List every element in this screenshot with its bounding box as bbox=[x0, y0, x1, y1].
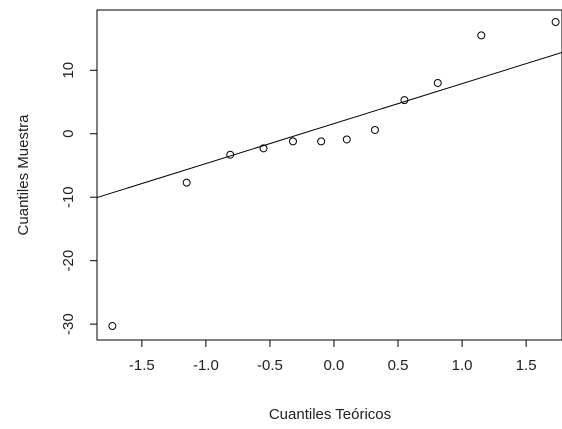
x-axis: -1.5 -1.0 -0.5 0.0 0.5 1.0 1.5 bbox=[129, 340, 537, 374]
x-tick-label: -0.5 bbox=[257, 357, 283, 374]
data-point bbox=[551, 18, 560, 27]
y-tick-label: -20 bbox=[60, 250, 77, 272]
y-tick-label: 10 bbox=[60, 62, 77, 79]
x-tick-label: 1.0 bbox=[452, 357, 473, 374]
data-point bbox=[317, 137, 326, 146]
x-tick-label: -1.0 bbox=[193, 357, 219, 374]
data-point bbox=[182, 178, 191, 187]
data-point bbox=[370, 125, 379, 134]
data-point bbox=[477, 31, 486, 40]
reference-line bbox=[96, 51, 562, 199]
data-point bbox=[288, 137, 297, 146]
data-point bbox=[433, 78, 442, 87]
y-tick-label: -30 bbox=[60, 313, 77, 335]
y-tick-label: -10 bbox=[60, 186, 77, 208]
data-point bbox=[226, 150, 235, 159]
data-point bbox=[108, 322, 117, 331]
y-tick-label: 0 bbox=[60, 130, 77, 138]
x-tick-label: 1.5 bbox=[516, 357, 537, 374]
data-point bbox=[342, 135, 351, 144]
points-group bbox=[108, 18, 560, 331]
x-axis-label: Cuantiles Teóricos bbox=[269, 406, 391, 423]
plot-frame bbox=[96, 9, 562, 341]
y-axis-label: Cuantiles Muestra bbox=[15, 114, 32, 236]
data-point bbox=[259, 144, 268, 153]
x-tick-label: -1.5 bbox=[129, 357, 155, 374]
reference-line-group bbox=[96, 51, 562, 199]
y-axis: -30 -20 -10 0 10 bbox=[60, 62, 97, 335]
x-tick-label: 0.5 bbox=[388, 357, 409, 374]
x-tick-label: 0.0 bbox=[324, 357, 345, 374]
data-point bbox=[400, 96, 409, 105]
